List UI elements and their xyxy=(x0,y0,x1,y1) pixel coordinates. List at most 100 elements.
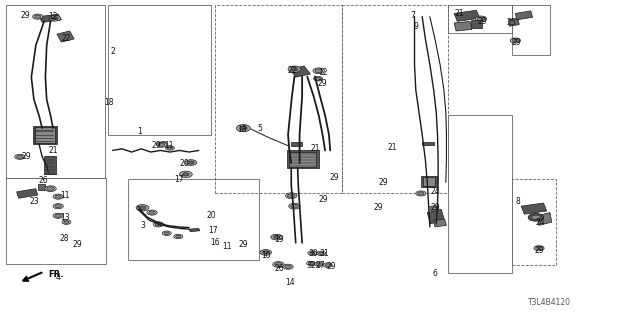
Circle shape xyxy=(531,215,540,220)
Bar xyxy=(448,116,511,273)
Circle shape xyxy=(15,154,25,159)
Bar xyxy=(421,176,437,187)
Circle shape xyxy=(173,234,182,239)
Text: 26: 26 xyxy=(275,264,284,273)
Text: 18: 18 xyxy=(104,98,114,107)
Polygon shape xyxy=(189,228,200,232)
Circle shape xyxy=(315,69,323,73)
Circle shape xyxy=(260,250,271,255)
Circle shape xyxy=(156,223,162,226)
Circle shape xyxy=(477,17,484,21)
Text: 11: 11 xyxy=(60,190,69,200)
Polygon shape xyxy=(537,212,552,225)
Circle shape xyxy=(534,246,544,251)
Circle shape xyxy=(262,251,269,254)
Circle shape xyxy=(55,195,61,198)
Circle shape xyxy=(288,66,301,72)
Text: 29: 29 xyxy=(318,195,328,204)
Circle shape xyxy=(239,126,247,130)
Bar xyxy=(6,178,106,264)
Text: 16: 16 xyxy=(211,238,220,247)
Circle shape xyxy=(315,77,321,80)
Circle shape xyxy=(168,147,173,149)
Text: 13: 13 xyxy=(60,213,69,222)
Circle shape xyxy=(429,206,439,211)
Circle shape xyxy=(55,214,61,217)
Polygon shape xyxy=(454,10,479,21)
Circle shape xyxy=(147,210,157,215)
Circle shape xyxy=(159,143,165,146)
Bar xyxy=(289,152,316,167)
Bar xyxy=(214,5,342,194)
Circle shape xyxy=(236,124,250,132)
Text: 6: 6 xyxy=(433,268,437,278)
Text: 21: 21 xyxy=(454,9,464,18)
Circle shape xyxy=(182,173,189,176)
Bar xyxy=(448,5,511,33)
Text: 29: 29 xyxy=(21,152,31,161)
Circle shape xyxy=(49,15,61,21)
Text: 9: 9 xyxy=(413,22,418,31)
Circle shape xyxy=(308,251,317,255)
Text: 29: 29 xyxy=(239,240,248,249)
Polygon shape xyxy=(454,21,472,31)
Text: 3: 3 xyxy=(140,221,145,230)
Circle shape xyxy=(149,211,156,214)
Text: 27: 27 xyxy=(316,261,326,270)
Circle shape xyxy=(431,207,437,210)
Circle shape xyxy=(512,39,518,42)
Circle shape xyxy=(416,191,426,196)
Polygon shape xyxy=(57,31,74,42)
Text: 29: 29 xyxy=(20,11,30,20)
Circle shape xyxy=(64,221,69,223)
Circle shape xyxy=(154,222,164,227)
Text: 22: 22 xyxy=(61,35,71,44)
Text: 23: 23 xyxy=(29,197,38,206)
Text: 29: 29 xyxy=(430,203,440,212)
Circle shape xyxy=(510,38,520,43)
Text: 1: 1 xyxy=(138,127,142,136)
Circle shape xyxy=(317,251,326,256)
Circle shape xyxy=(175,235,180,238)
Text: 20: 20 xyxy=(207,211,216,220)
Text: 11: 11 xyxy=(223,242,232,251)
Circle shape xyxy=(475,16,486,22)
Circle shape xyxy=(185,160,196,165)
Text: 20: 20 xyxy=(180,159,189,168)
Polygon shape xyxy=(515,11,532,20)
Circle shape xyxy=(310,252,315,254)
Text: 14: 14 xyxy=(285,278,295,287)
Circle shape xyxy=(316,263,321,266)
Text: 29: 29 xyxy=(317,79,327,88)
Circle shape xyxy=(163,231,172,236)
Bar xyxy=(129,179,259,260)
Circle shape xyxy=(275,263,282,267)
Bar xyxy=(287,150,319,168)
Bar xyxy=(511,179,556,265)
Text: 12: 12 xyxy=(48,12,58,21)
Text: 7: 7 xyxy=(410,11,415,20)
Polygon shape xyxy=(17,189,38,198)
Circle shape xyxy=(139,206,146,210)
Text: 29: 29 xyxy=(152,141,161,150)
Bar xyxy=(38,184,45,190)
Bar xyxy=(291,142,302,146)
Circle shape xyxy=(188,161,194,164)
Circle shape xyxy=(285,193,297,198)
Text: T3L4B4120: T3L4B4120 xyxy=(529,298,572,307)
Text: 29: 29 xyxy=(326,262,335,271)
Circle shape xyxy=(418,192,424,195)
Circle shape xyxy=(53,204,63,209)
Bar xyxy=(35,126,55,143)
Bar xyxy=(33,125,57,144)
Circle shape xyxy=(291,204,298,208)
Text: 19: 19 xyxy=(275,235,284,244)
Text: 11: 11 xyxy=(164,141,174,150)
Text: 29: 29 xyxy=(374,203,383,212)
Text: 12: 12 xyxy=(318,68,327,77)
Circle shape xyxy=(136,204,149,211)
Text: 31: 31 xyxy=(319,250,330,259)
Text: 10: 10 xyxy=(262,251,271,260)
Text: 29: 29 xyxy=(330,173,339,182)
Text: 21: 21 xyxy=(310,144,319,153)
